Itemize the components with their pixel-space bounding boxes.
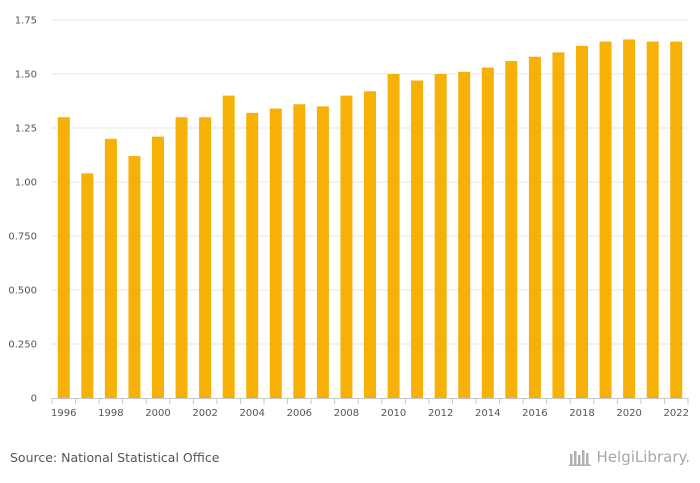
- x-tick-label: 2004: [239, 408, 264, 419]
- bar-2022: [670, 41, 683, 398]
- x-tick-label: 2016: [522, 408, 547, 419]
- y-tick-label: 0.750: [8, 232, 37, 243]
- bar-2000: [152, 136, 164, 398]
- bar-2001: [175, 117, 188, 398]
- bar-2013: [458, 71, 471, 398]
- bar-2006: [293, 104, 306, 399]
- y-tick-label: 0.500: [8, 286, 37, 297]
- bar-2010: [387, 74, 400, 398]
- bar-2007: [316, 106, 329, 399]
- x-tick-label: 2020: [616, 408, 641, 419]
- bar-2021: [646, 41, 659, 398]
- bar-2012: [434, 74, 447, 398]
- x-tick-label: 2012: [428, 408, 453, 419]
- library-icon: [568, 450, 591, 466]
- x-tick-label: 2000: [145, 408, 170, 419]
- x-tick-label: 1998: [98, 408, 123, 419]
- y-tick-label: 1.75: [15, 16, 37, 27]
- source-note: Source: National Statistical Office: [10, 450, 220, 465]
- bar-2008: [340, 95, 353, 398]
- y-tick-label: 0: [31, 394, 37, 405]
- x-tick-label: 2010: [381, 408, 406, 419]
- brand-name: HelgiLibrary.: [596, 448, 690, 466]
- x-tick-label: 2002: [192, 408, 217, 419]
- bar-1997: [81, 173, 94, 398]
- bar-2002: [199, 117, 212, 398]
- x-tick-label: 2022: [663, 408, 688, 419]
- y-tick-label: 1.25: [15, 124, 37, 135]
- bar-2009: [364, 91, 376, 398]
- x-tick-label: 2018: [569, 408, 594, 419]
- y-tick-label: 1.50: [15, 70, 37, 81]
- bar-1996: [57, 117, 70, 398]
- bar-2019: [599, 41, 612, 398]
- helgi-library-logo[interactable]: HelgiLibrary.: [568, 448, 690, 466]
- bars: [57, 39, 683, 399]
- x-tick-label: 2006: [287, 408, 312, 419]
- bar-1999: [128, 156, 141, 398]
- bar-2017: [552, 52, 565, 399]
- axes: 0 0.250 0.500 0.750 1.00 1.25 1.50 1.75 1996 1998…: [8, 16, 689, 420]
- bar-2018: [576, 45, 588, 399]
- bar-2011: [411, 80, 424, 398]
- bar-chart: 0 0.250 0.500 0.750 1.00 1.25 1.50 1.75 1996 1998…: [8, 16, 689, 420]
- bar-2004: [246, 112, 259, 398]
- x-tick-label: 2014: [475, 408, 500, 419]
- bar-1998: [104, 138, 117, 399]
- x-tick-label: 1996: [51, 408, 76, 419]
- bar-2003: [222, 95, 235, 398]
- bar-2015: [505, 61, 518, 398]
- bar-2014: [481, 67, 494, 399]
- y-tick-label: 1.00: [15, 178, 37, 189]
- bar-2016: [528, 56, 541, 398]
- x-tick-label: 2008: [334, 408, 359, 419]
- bar-2020: [623, 39, 636, 398]
- y-tick-label: 0.250: [8, 340, 37, 351]
- bar-2005: [269, 108, 282, 398]
